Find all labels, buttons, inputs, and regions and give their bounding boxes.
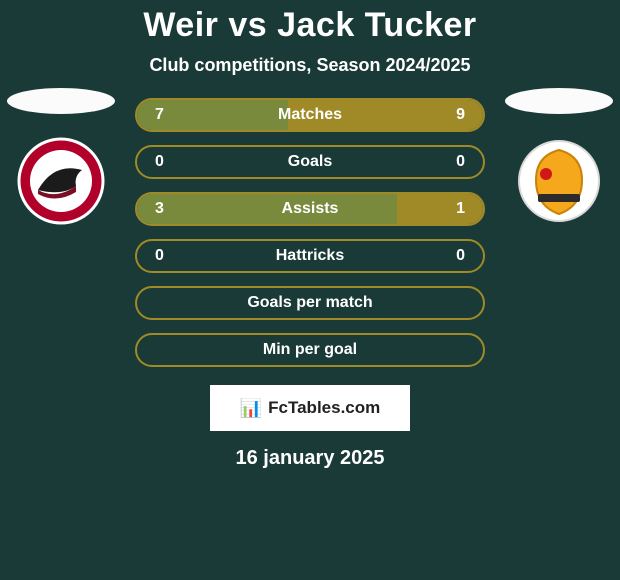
- stat-value-right: 0: [456, 153, 465, 171]
- stat-value-left: 3: [155, 200, 164, 218]
- stat-value-left: 0: [155, 247, 164, 265]
- stats-list: 7 Matches 9 0 Goals 0 3 Assists 1 0 Hattricks 0 Goal…: [135, 98, 485, 367]
- stat-row: Min per goal: [135, 333, 485, 367]
- player-right-name-pill: [505, 88, 613, 114]
- walsall-crest-icon: [16, 136, 106, 226]
- stat-value-left: 7: [155, 106, 164, 124]
- player-left-badge: [6, 88, 116, 226]
- stat-label: Assists: [282, 200, 339, 218]
- player-right-badge: [504, 88, 614, 226]
- stat-value-right: 0: [456, 247, 465, 265]
- stat-label: Goals: [288, 153, 332, 171]
- stat-fill-right: [397, 194, 484, 224]
- mkdons-crest-icon: [514, 136, 604, 226]
- comparison-area: 7 Matches 9 0 Goals 0 3 Assists 1 0 Hattricks 0 Goal…: [0, 98, 620, 470]
- fctables-watermark: 📊 FcTables.com: [210, 385, 410, 431]
- stat-value-right: 1: [456, 200, 465, 218]
- page-title: Weir vs Jack Tucker: [0, 0, 620, 45]
- player-left-name-pill: [7, 88, 115, 114]
- stat-row: 7 Matches 9: [135, 98, 485, 132]
- season-subtitle: Club competitions, Season 2024/2025: [0, 55, 620, 76]
- stat-label: Goals per match: [247, 294, 372, 312]
- stat-label: Min per goal: [263, 341, 357, 359]
- stat-row: Goals per match: [135, 286, 485, 320]
- watermark-text: FcTables.com: [268, 398, 380, 418]
- stat-value-left: 0: [155, 153, 164, 171]
- chart-icon: 📊: [240, 399, 262, 417]
- stat-label: Hattricks: [276, 247, 344, 265]
- stat-label: Matches: [278, 106, 342, 124]
- stat-row: 3 Assists 1: [135, 192, 485, 226]
- stat-row: 0 Goals 0: [135, 145, 485, 179]
- stat-row: 0 Hattricks 0: [135, 239, 485, 273]
- snapshot-date: 16 january 2025: [0, 447, 620, 470]
- stat-value-right: 9: [456, 106, 465, 124]
- stat-fill-left: [137, 194, 397, 224]
